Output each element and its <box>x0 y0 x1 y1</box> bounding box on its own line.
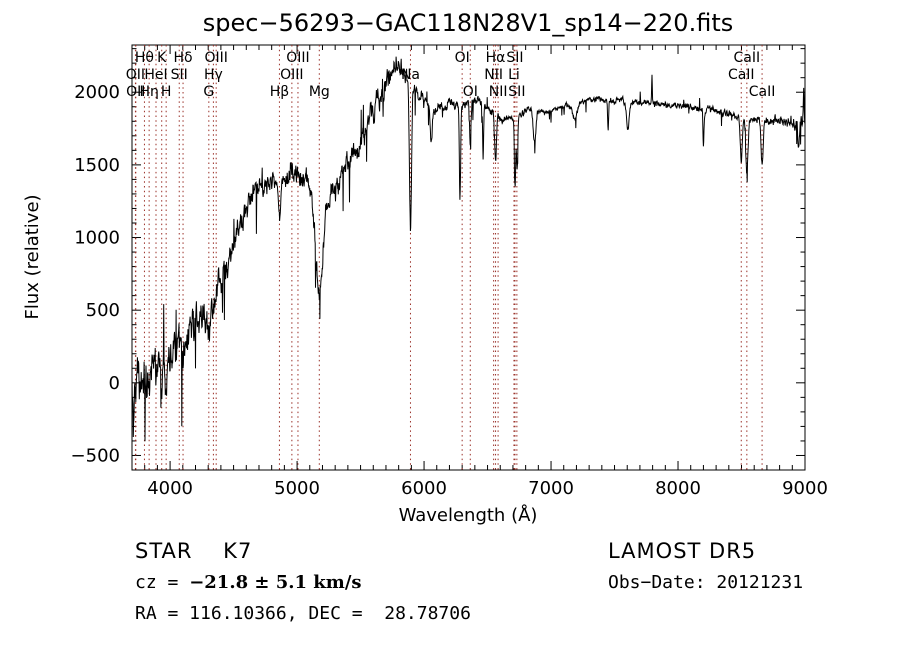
plot-title: spec−56293−GAC118N28V1_sp14−220.fits <box>203 9 733 37</box>
line-marker-label: OIII <box>280 67 303 83</box>
line-marker-label: CaII <box>728 67 755 83</box>
x-tick-label: 5000 <box>274 478 320 499</box>
line-marker-label: Hη <box>139 84 158 100</box>
line-marker-label: Hγ <box>204 67 223 83</box>
x-tick-label: 8000 <box>655 478 701 499</box>
line-marker-label: OI <box>455 50 470 66</box>
y-tick-label: 2000 <box>74 82 120 103</box>
y-tick-label: 1500 <box>74 155 120 176</box>
plot-frame <box>131 44 806 471</box>
spectrum-trace <box>132 56 805 442</box>
y-tick-label: −500 <box>71 445 120 466</box>
cz-line: cz = −21.8 ± 5.1 km/s <box>135 572 362 593</box>
line-marker-label: Hθ <box>135 50 154 66</box>
x-axis-title: Wavelength (Å) <box>399 504 538 526</box>
line-marker-label: SII <box>506 50 523 66</box>
line-marker-label: OI <box>463 84 478 100</box>
line-marker-label: Hδ <box>173 50 192 66</box>
line-marker-label: Li <box>508 67 520 83</box>
line-marker-label: OIII <box>286 50 309 66</box>
line-marker-label: NII <box>489 84 508 100</box>
x-tick-label: 7000 <box>528 478 574 499</box>
line-marker-label: CaII <box>734 50 761 66</box>
line-marker-label: NII <box>484 67 503 83</box>
line-marker-label: OIII <box>204 50 227 66</box>
ra-dec-line: RA = 116.10366, DEC = 28.78706 <box>135 603 471 624</box>
line-marker-label: Hα <box>486 50 506 66</box>
line-marker-label: G <box>203 84 214 100</box>
x-tick-label: 9000 <box>782 478 828 499</box>
cz-prefix: cz = <box>135 572 190 593</box>
line-marker-label: H <box>161 84 172 100</box>
line-marker-label: Hβ <box>270 84 289 100</box>
line-marker-label: CaII <box>749 84 776 100</box>
x-tick-label: 6000 <box>401 478 447 499</box>
y-tick-label: 1000 <box>74 228 120 249</box>
y-tick-label: 500 <box>86 300 120 321</box>
y-axis-title: Flux (relative) <box>22 194 43 319</box>
line-marker-label: OII <box>126 84 145 100</box>
line-marker-label: SII <box>171 67 188 83</box>
cz-value: −21.8 ± 5.1 km/s <box>189 572 362 593</box>
line-marker-label: Mg <box>309 84 330 100</box>
y-tick-label: 0 <box>109 373 120 394</box>
line-marker-label: HeI <box>144 67 167 83</box>
line-marker-label: SII <box>508 84 525 100</box>
survey-label: LAMOST DR5 <box>608 539 757 563</box>
line-marker-label: K <box>157 50 167 66</box>
line-marker-label: OII <box>126 67 145 83</box>
classification-text: STAR K7 <box>135 539 253 563</box>
obs-date-line: Obs−Date: 20121231 <box>608 572 804 593</box>
x-tick-label: 4000 <box>147 478 193 499</box>
